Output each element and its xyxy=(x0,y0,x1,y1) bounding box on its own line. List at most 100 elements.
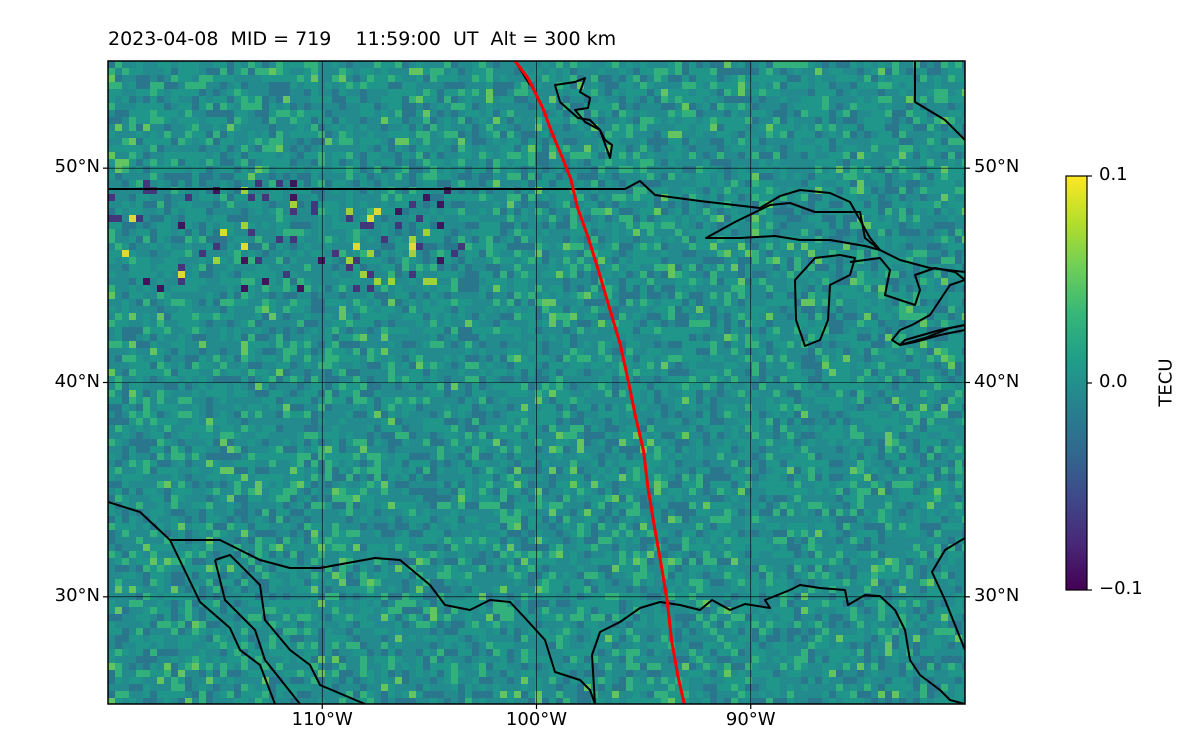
tec-pixel xyxy=(430,495,437,502)
tec-pixel xyxy=(696,173,703,180)
tec-pixel xyxy=(402,208,409,215)
tec-pixel xyxy=(318,145,325,152)
tec-pixel xyxy=(619,145,626,152)
tec-pixel xyxy=(297,397,304,404)
tec-pixel xyxy=(864,250,871,257)
tec-pixel xyxy=(598,488,605,495)
tec-pixel xyxy=(962,348,965,355)
tec-pixel xyxy=(220,327,227,334)
tec-pixel xyxy=(500,488,507,495)
tec-pixel xyxy=(430,320,437,327)
tec-pixel xyxy=(437,236,444,243)
tec-pixel xyxy=(255,166,262,173)
tec-pixel xyxy=(276,61,283,68)
tec-pixel xyxy=(626,145,633,152)
tec-pixel xyxy=(934,481,941,488)
tec-pixel xyxy=(416,376,423,383)
tec-pixel xyxy=(920,299,927,306)
tec-pixel xyxy=(948,194,955,201)
tec-pixel xyxy=(283,96,290,103)
tec-pixel xyxy=(864,446,871,453)
tec-pixel xyxy=(955,68,962,75)
tec-pixel xyxy=(465,425,472,432)
tec-pixel xyxy=(675,369,682,376)
tec-pixel xyxy=(934,89,941,96)
tec-pixel xyxy=(815,201,822,208)
tec-pixel xyxy=(115,89,122,96)
tec-pixel xyxy=(479,166,486,173)
tec-pixel xyxy=(360,103,367,110)
tec-pixel xyxy=(731,145,738,152)
tec-pixel xyxy=(780,488,787,495)
tec-pixel xyxy=(402,89,409,96)
tec-pixel xyxy=(850,145,857,152)
tec-pixel xyxy=(360,96,367,103)
tec-pixel xyxy=(332,432,339,439)
tec-pixel xyxy=(346,138,353,145)
tec-pixel xyxy=(255,306,262,313)
tec-pixel xyxy=(297,180,304,187)
tec-pixel xyxy=(241,222,248,229)
tec-pixel xyxy=(416,145,423,152)
tec-pixel xyxy=(430,68,437,75)
tec-pixel xyxy=(311,173,318,180)
tec-pixel xyxy=(241,278,248,285)
tec-pixel xyxy=(906,180,913,187)
tec-pixel xyxy=(570,152,577,159)
tec-pixel xyxy=(913,362,920,369)
tec-pixel xyxy=(346,369,353,376)
tec-pixel xyxy=(297,481,304,488)
tec-pixel xyxy=(472,222,479,229)
tec-pixel xyxy=(626,187,633,194)
tec-pixel xyxy=(507,481,514,488)
tec-pixel xyxy=(318,439,325,446)
tec-pixel xyxy=(885,453,892,460)
tec-pixel xyxy=(899,467,906,474)
tec-pixel xyxy=(682,418,689,425)
tec-pixel xyxy=(164,201,171,208)
tec-pixel xyxy=(801,355,808,362)
tec-pixel xyxy=(556,432,563,439)
tec-pixel xyxy=(836,68,843,75)
tec-pixel xyxy=(563,481,570,488)
tec-pixel xyxy=(409,180,416,187)
tec-pixel xyxy=(374,439,381,446)
tec-pixel xyxy=(178,61,185,68)
tec-pixel xyxy=(507,362,514,369)
tec-pixel xyxy=(311,201,318,208)
tec-pixel xyxy=(416,110,423,117)
tec-pixel xyxy=(731,208,738,215)
tec-pixel xyxy=(234,390,241,397)
tec-pixel xyxy=(689,103,696,110)
tec-pixel xyxy=(430,418,437,425)
tec-pixel xyxy=(640,369,647,376)
tec-pixel xyxy=(269,404,276,411)
tec-pixel xyxy=(626,334,633,341)
tec-pixel xyxy=(668,159,675,166)
tec-pixel xyxy=(577,180,584,187)
tec-pixel xyxy=(388,467,395,474)
tec-pixel xyxy=(521,495,528,502)
tec-pixel xyxy=(668,355,675,362)
tec-pixel xyxy=(794,194,801,201)
tec-pixel xyxy=(647,117,654,124)
tec-pixel xyxy=(213,131,220,138)
tec-pixel xyxy=(409,376,416,383)
tec-pixel xyxy=(206,488,213,495)
tec-pixel xyxy=(493,488,500,495)
tec-pixel xyxy=(465,278,472,285)
tec-pixel xyxy=(913,348,920,355)
tec-pixel xyxy=(703,187,710,194)
tec-pixel xyxy=(374,453,381,460)
tec-pixel xyxy=(703,383,710,390)
tec-pixel xyxy=(815,138,822,145)
tec-pixel xyxy=(808,96,815,103)
tec-pixel xyxy=(857,341,864,348)
tec-pixel xyxy=(269,488,276,495)
tec-pixel xyxy=(458,131,465,138)
tec-pixel xyxy=(752,222,759,229)
tec-pixel xyxy=(787,117,794,124)
tec-pixel xyxy=(171,173,178,180)
tec-pixel xyxy=(640,355,647,362)
tec-pixel xyxy=(752,89,759,96)
